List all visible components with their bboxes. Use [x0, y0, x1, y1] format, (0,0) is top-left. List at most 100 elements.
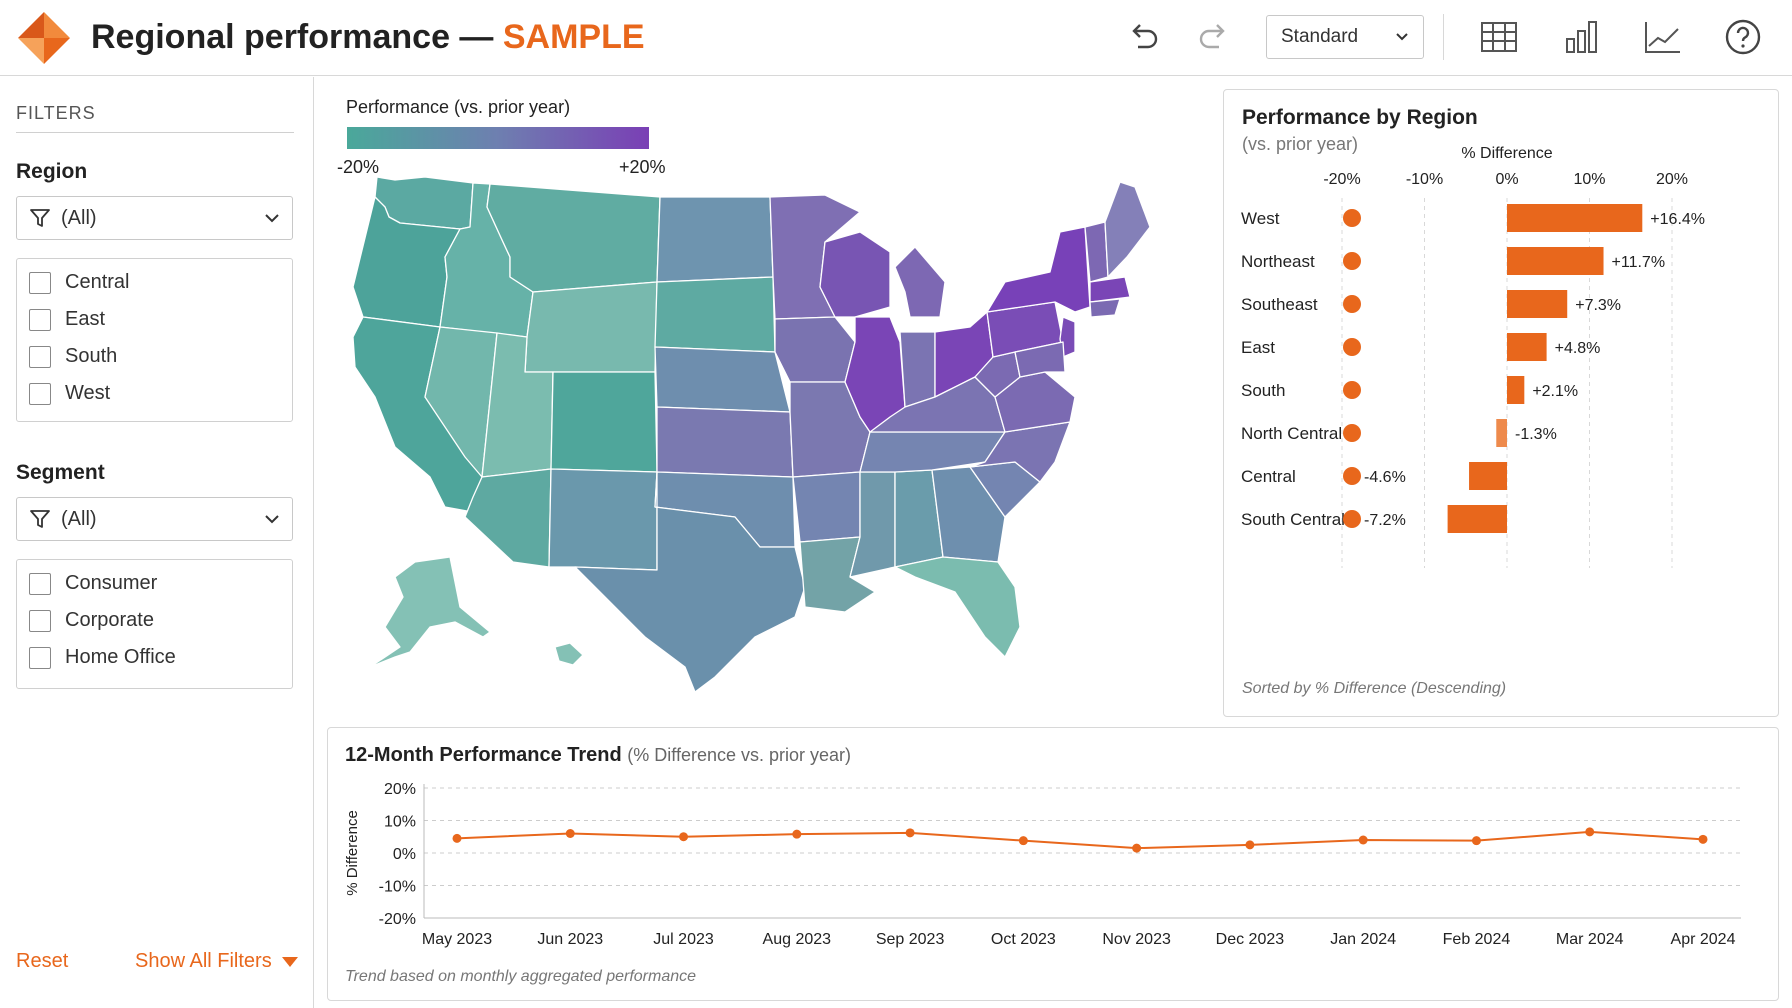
bar[interactable]: [1507, 376, 1525, 404]
trend-point[interactable]: [792, 829, 802, 839]
trend-x-tick-label: Aug 2023: [763, 931, 832, 948]
view-mode-select[interactable]: Standard: [1266, 15, 1424, 59]
state-north-dakota[interactable]: [656, 196, 774, 283]
trend-point[interactable]: [1018, 836, 1028, 846]
option-label: South: [65, 345, 118, 367]
bar-marker: [1343, 209, 1361, 227]
region-option-central[interactable]: Central: [29, 271, 129, 294]
state-kansas[interactable]: [656, 406, 794, 478]
line-chart-view-button[interactable]: [1640, 14, 1686, 60]
bar-category-label: Southeast: [1241, 295, 1318, 314]
bar-axis-label: % Difference: [1461, 145, 1552, 162]
state-maine[interactable]: [1104, 181, 1151, 278]
trend-point[interactable]: [1471, 836, 1481, 846]
bar[interactable]: [1496, 419, 1507, 447]
state-new-york[interactable]: [986, 226, 1091, 313]
filter-icon: [30, 209, 50, 227]
bar-chart-view-button[interactable]: [1558, 14, 1604, 60]
trend-y-tick-label: 0%: [393, 846, 416, 863]
state-massachusetts[interactable]: [1089, 276, 1131, 303]
region-dropdown[interactable]: (All): [16, 196, 293, 240]
trend-point[interactable]: [452, 833, 462, 843]
trend-point[interactable]: [1132, 843, 1142, 853]
trend-point[interactable]: [1245, 840, 1255, 850]
trend-point[interactable]: [565, 829, 575, 838]
state-new-mexico[interactable]: [548, 468, 658, 571]
bar-tick-label: 10%: [1573, 171, 1605, 188]
bar-category-label: North Central: [1241, 424, 1342, 443]
state-wyoming[interactable]: [524, 281, 658, 373]
reset-link[interactable]: Reset: [16, 950, 69, 972]
state-hawaii[interactable]: [554, 642, 584, 666]
region-option-east[interactable]: East: [29, 308, 105, 331]
state-montana[interactable]: [486, 183, 661, 293]
logo-icon: [18, 12, 70, 64]
trend-series-line: [456, 830, 1704, 850]
state-georgia[interactable]: [931, 466, 1006, 563]
table-view-button[interactable]: [1476, 14, 1522, 60]
line-chart-icon: [1645, 22, 1680, 53]
bar-category-label: South: [1241, 381, 1285, 400]
checkbox[interactable]: [29, 572, 51, 595]
checkbox[interactable]: [29, 271, 51, 294]
checkbox[interactable]: [29, 646, 51, 669]
bar[interactable]: [1507, 290, 1568, 318]
bar[interactable]: [1507, 204, 1643, 232]
bar-tick-label: -10%: [1406, 171, 1443, 188]
checkbox[interactable]: [29, 345, 51, 368]
trend-point[interactable]: [679, 832, 689, 842]
option-label: Corporate: [65, 609, 154, 631]
trend-x-tick-label: Dec 2023: [1216, 931, 1285, 948]
map-legend-title: Performance (vs. prior year): [346, 97, 571, 117]
state-connecticut-ri[interactable]: [1089, 298, 1121, 318]
bar-category-label: Central: [1241, 467, 1296, 486]
help-button[interactable]: [1720, 14, 1766, 60]
bar[interactable]: [1507, 333, 1547, 361]
segment-label: Segment: [16, 461, 105, 484]
trend-point[interactable]: [1585, 827, 1595, 837]
segment-option-home-office[interactable]: Home Office: [29, 646, 176, 669]
region-dropdown-value: (All): [61, 206, 97, 229]
state-nebraska[interactable]: [654, 346, 791, 413]
checkbox[interactable]: [29, 382, 51, 405]
state-iowa[interactable]: [774, 316, 856, 383]
state-alaska[interactable]: [369, 556, 491, 668]
bar-value-label: +11.7%: [1612, 254, 1666, 271]
trend-y-tick-label: -10%: [379, 879, 416, 896]
state-texas[interactable]: [574, 471, 806, 693]
checkbox[interactable]: [29, 609, 51, 632]
state-wisconsin[interactable]: [819, 231, 891, 318]
trend-point[interactable]: [1698, 834, 1708, 844]
segment-dropdown[interactable]: (All): [16, 497, 293, 541]
checkbox[interactable]: [29, 308, 51, 331]
redo-button[interactable]: [1190, 14, 1236, 60]
bar[interactable]: [1469, 462, 1507, 490]
bar-value-label: -7.2%: [1364, 512, 1406, 529]
bar[interactable]: [1507, 247, 1604, 275]
us-map[interactable]: [315, 77, 1215, 717]
state-colorado[interactable]: [550, 371, 658, 473]
option-label: East: [65, 308, 106, 330]
trend-x-tick-label: Jul 2023: [653, 931, 714, 948]
bar[interactable]: [1447, 505, 1507, 533]
filters-divider: [16, 132, 294, 133]
state-florida[interactable]: [894, 556, 1021, 658]
region-option-south[interactable]: South: [29, 345, 117, 368]
region-option-west[interactable]: West: [29, 382, 110, 405]
state-michigan[interactable]: [894, 246, 946, 318]
trend-x-tick-label: Sep 2023: [876, 931, 945, 948]
trend-point[interactable]: [1358, 835, 1368, 845]
show-all-filters-link[interactable]: Show All Filters: [135, 950, 298, 973]
segment-option-consumer[interactable]: Consumer: [29, 572, 157, 595]
option-label: West: [65, 382, 111, 404]
trend-point[interactable]: [905, 828, 915, 838]
segment-option-corporate[interactable]: Corporate: [29, 609, 154, 632]
segment-dropdown-value: (All): [61, 507, 97, 530]
state-maryland-delaware[interactable]: [1014, 341, 1066, 378]
state-arkansas[interactable]: [792, 471, 861, 543]
state-nevada[interactable]: [424, 326, 498, 478]
state-south-dakota[interactable]: [654, 276, 776, 353]
trend-panel-footer: Trend based on monthly aggregated perfor…: [345, 968, 697, 985]
undo-button[interactable]: [1121, 14, 1167, 60]
state-indiana[interactable]: [899, 331, 936, 408]
